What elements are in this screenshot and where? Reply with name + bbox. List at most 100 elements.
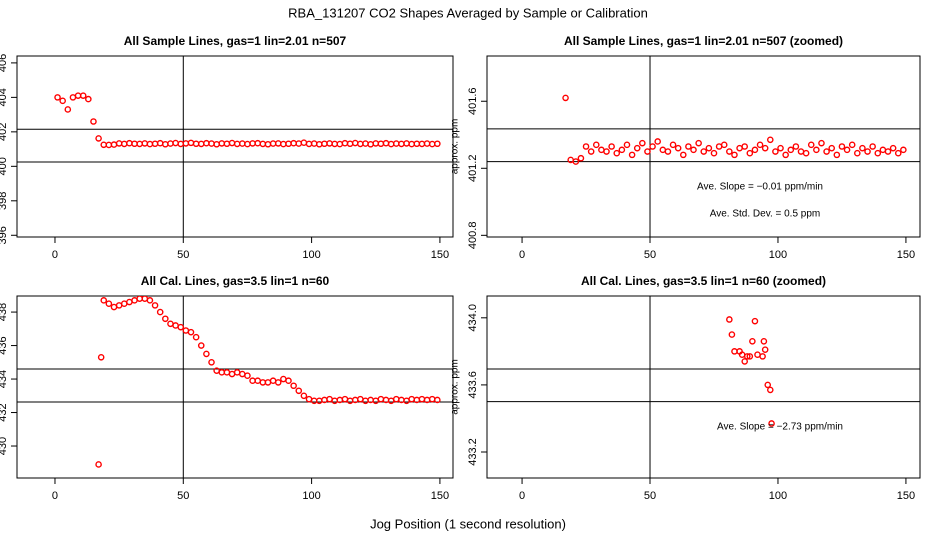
data-point [654,138,661,145]
data-point [105,141,113,149]
data-point [731,151,738,159]
data-point [74,92,82,99]
annotation: Ave. Std. Dev. = 0.5 ppm [710,209,821,220]
data-point [843,146,851,154]
data-point [403,140,410,147]
data-point [623,141,631,149]
data-point [305,395,313,403]
data-point [177,323,185,331]
x-tick-label: 100 [769,249,787,261]
data-point [705,144,713,152]
x-tick-label: 100 [302,249,320,261]
data-point [807,141,815,149]
data-point [428,395,436,403]
data-point [300,139,308,147]
x-tick-label: 100 [302,490,320,502]
data-point [305,140,313,148]
data-point [177,140,185,148]
plot-frame [486,295,921,479]
data-point [357,395,364,403]
data-point [434,140,441,148]
data-point [751,146,759,154]
data-point [172,322,179,329]
data-point [848,141,856,149]
data-point [269,140,277,147]
data-point [90,118,97,125]
data-point [884,148,892,155]
x-tick-label: 150 [431,249,449,261]
data-point [218,369,226,376]
data-point [274,140,282,147]
data-point [372,397,380,405]
data-point [659,146,667,154]
data-point [854,149,861,157]
data-point [864,148,871,155]
data-point [768,420,775,427]
data-point [700,148,708,155]
figure-title: RBA_131207 CO2 Shapes Averaged by Sample… [288,5,648,20]
data-point [79,92,87,99]
y-tick-label: 434.0 [467,304,479,332]
data-point [408,140,415,148]
panel-title: All Sample Lines, gas=1 lin=2.01 n=507 (… [564,34,843,48]
y-tick-label: 401.2 [467,155,479,183]
data-point [351,139,359,147]
data-point [126,298,133,306]
data-point [346,140,354,148]
data-point [572,158,580,165]
data-point [156,139,164,147]
data-point [357,140,364,148]
data-point [290,139,297,147]
data-point [728,331,736,338]
data-point [782,151,789,159]
data-point [310,397,318,405]
y-tick-label: 433.2 [467,438,479,466]
data-point [787,146,795,154]
data-point [192,140,200,148]
data-point [192,333,200,341]
data-point [156,308,164,316]
x-tick-label: 50 [177,249,189,261]
data-point [336,140,344,148]
data-point [280,375,287,383]
data-point [362,397,369,405]
data-point [162,315,169,323]
data-point [97,353,105,361]
data-point [669,141,677,149]
data-point [392,395,400,403]
data-point [664,148,672,155]
x-tick-label: 150 [897,490,915,502]
x-tick-label: 0 [519,249,525,261]
data-point [120,300,128,308]
y-tick-label: 433.6 [467,371,479,399]
data-point [372,140,380,147]
data-point [695,139,702,147]
data-point [167,320,174,328]
data-point [228,370,236,378]
data-point [239,370,246,378]
plot-frame [486,55,921,238]
data-point [300,392,308,400]
y-tick-label: 434 [0,370,9,388]
data-point [203,139,210,147]
data-point [259,140,267,148]
data-point [218,140,226,147]
data-point [894,149,902,157]
data-point [249,140,256,147]
data-point [141,296,149,302]
data-point [413,140,421,148]
data-point [813,146,820,154]
panel-title: All Cal. Lines, gas=3.5 lin=1 n=60 (zoom… [581,274,826,288]
data-point [562,94,569,102]
data-point [428,140,436,148]
data-point [95,461,102,468]
data-point [295,387,303,395]
data-point [162,140,169,148]
data-point [131,297,138,304]
data-point [792,143,800,150]
data-point [715,143,723,150]
data-point [126,139,133,147]
data-point [900,146,907,154]
data-point [290,382,297,390]
data-point [889,144,897,152]
